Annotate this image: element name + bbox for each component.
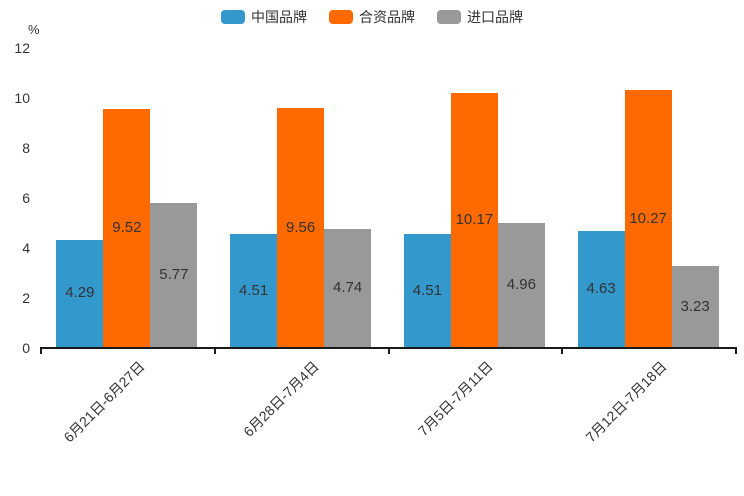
x-axis-category-label: 7月5日-7月11日 <box>414 358 496 440</box>
y-tick-label: 8 <box>22 140 30 156</box>
bar-value-label: 4.96 <box>506 276 536 293</box>
bar-value-label: 4.29 <box>65 284 95 302</box>
y-tick-label: 6 <box>22 190 30 206</box>
bar-进口品牌-4 <box>671 266 719 347</box>
y-tick-label: 10 <box>14 90 30 106</box>
bar-value-label: 9.52 <box>112 219 142 236</box>
legend-label: 中国品牌 <box>251 9 307 25</box>
bar-进口品牌-1 <box>150 202 198 347</box>
x-axis-tick <box>40 349 42 354</box>
bar-value-label: 3.23 <box>680 297 710 315</box>
x-axis-category-label: 6月21日-6月27日 <box>60 358 149 446</box>
bar-value-label: 10.27 <box>629 209 667 227</box>
legend-label: 合资品牌 <box>359 9 415 25</box>
bar-进口品牌-2 <box>324 228 372 347</box>
legend-item-3[interactable]: 进口品牌 <box>437 10 523 24</box>
bar-value-label: 4.74 <box>333 278 363 296</box>
bar-合资品牌-2 <box>277 108 325 347</box>
bar-进口品牌-3 <box>497 223 545 347</box>
legend-item-1[interactable]: 中国品牌 <box>221 10 307 24</box>
legend-item-2[interactable]: 合资品牌 <box>329 10 415 24</box>
x-axis-line <box>40 347 737 349</box>
x-axis-tick <box>387 349 390 354</box>
x-axis-tick <box>213 349 216 354</box>
y-axis-unit-label: % <box>28 22 40 37</box>
bar-value-label: 9.56 <box>286 218 316 236</box>
x-axis-tick <box>735 349 737 354</box>
bar-value-label: 10.17 <box>455 210 494 228</box>
legend-label: 进口品牌 <box>467 9 523 25</box>
bar-value-label: 5.77 <box>159 265 189 283</box>
bar-value-label: 4.51 <box>239 281 269 299</box>
bar-合资品牌-4 <box>624 90 672 347</box>
y-tick-label: 2 <box>22 290 30 306</box>
bar-合资品牌-3 <box>450 92 498 347</box>
bar-value-label: 4.51 <box>412 281 442 299</box>
bar-value-label: 4.63 <box>586 280 616 298</box>
x-axis-category-label: 7月12日-7月18日 <box>582 358 670 446</box>
bar-合资品牌-1 <box>103 109 151 347</box>
legend-swatch-icon <box>221 10 245 24</box>
y-tick-label: 4 <box>22 240 30 256</box>
legend-swatch-icon <box>329 10 353 24</box>
bar-中国品牌-2 <box>230 234 278 347</box>
y-tick-label: 0 <box>22 340 30 356</box>
chart-legend: 中国品牌 合资品牌 进口品牌 <box>0 10 744 24</box>
y-tick-label: 12 <box>14 40 30 56</box>
x-axis-tick <box>561 349 564 354</box>
bar-中国品牌-1 <box>56 239 104 347</box>
bar-中国品牌-3 <box>403 234 451 347</box>
x-axis-category-label: 6月28日-7月4日 <box>240 358 322 440</box>
legend-swatch-icon <box>437 10 461 24</box>
bar-中国品牌-4 <box>577 231 625 347</box>
